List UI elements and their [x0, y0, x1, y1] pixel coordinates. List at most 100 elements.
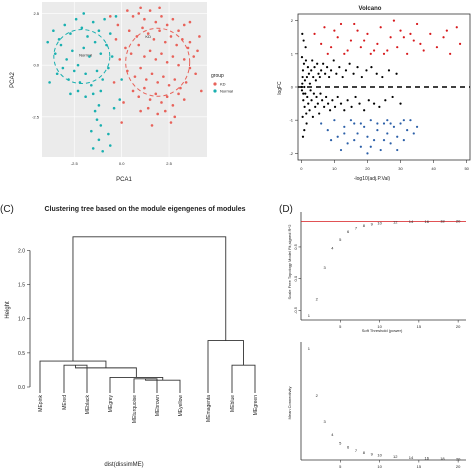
kd-point	[171, 55, 175, 58]
normal-point	[93, 40, 97, 44]
kd-point	[158, 6, 161, 10]
leaf-label: MEyellow	[178, 395, 184, 417]
kd-point	[137, 43, 141, 47]
ns-point	[304, 92, 307, 95]
x-tick-label: 2.5	[166, 161, 172, 166]
kd-point	[200, 89, 203, 93]
normal-point	[52, 29, 55, 33]
down-point	[386, 119, 389, 122]
kd-point	[154, 58, 158, 61]
kd-point	[122, 101, 125, 104]
normal-point	[107, 66, 110, 70]
ns-point	[360, 75, 363, 79]
kd-point	[188, 66, 192, 70]
kd-point	[175, 43, 178, 47]
ns-point	[301, 32, 304, 36]
normal-point	[112, 106, 116, 110]
normal-point	[76, 63, 80, 67]
x-tick-label: 0.0	[119, 161, 125, 166]
power-label: 5	[339, 237, 342, 242]
ns-point	[350, 105, 353, 109]
normal-point	[80, 26, 84, 30]
power-label: 16	[424, 219, 429, 224]
kd-point	[169, 121, 173, 124]
normal-point	[63, 23, 67, 27]
up-point	[409, 32, 412, 36]
normal-point	[86, 35, 89, 38]
ns-point	[305, 122, 308, 125]
down-point	[353, 122, 356, 125]
panel-a-points	[46, 6, 203, 153]
up-point	[346, 49, 349, 52]
down-point	[369, 119, 372, 122]
kd-point	[194, 72, 197, 76]
kd-point	[169, 35, 173, 38]
power-label: 1	[308, 313, 311, 318]
kd-point	[116, 23, 120, 27]
ns-point	[370, 65, 373, 69]
ns-point	[318, 112, 321, 115]
kd-point	[146, 106, 150, 110]
ns-point	[348, 62, 351, 65]
ns-point	[303, 105, 306, 109]
down-point	[376, 129, 379, 132]
kd-point	[129, 52, 133, 55]
up-point	[372, 49, 376, 52]
ns-point	[301, 135, 305, 138]
down-point	[396, 148, 399, 152]
panel-c-title: Clustering tree based on the module eige…	[44, 206, 245, 213]
down-point	[389, 142, 392, 145]
kd-point	[139, 109, 142, 113]
x-tick-label: 20	[456, 324, 461, 329]
kd-point	[148, 98, 152, 101]
normal-point	[91, 92, 95, 96]
ns-point	[311, 59, 314, 62]
x-tick-label: 15	[417, 464, 422, 469]
power-label: 9	[371, 451, 374, 456]
down-point	[396, 135, 399, 138]
tree-branch	[207, 340, 244, 393]
kd-point	[160, 101, 163, 104]
normal-point	[97, 138, 101, 142]
down-point	[359, 145, 362, 148]
ns-point	[391, 95, 394, 99]
ns-point	[372, 102, 376, 105]
up-point	[389, 36, 392, 39]
power-label: 6	[347, 229, 350, 234]
kd-ellipse	[125, 27, 191, 97]
ns-point	[308, 82, 312, 85]
up-point	[415, 22, 419, 26]
kd-point	[165, 60, 169, 64]
ns-point	[381, 75, 384, 79]
normal-point	[118, 98, 122, 101]
legend-normal-label: Normal	[220, 89, 233, 94]
down-point	[346, 142, 349, 145]
down-point	[382, 122, 386, 125]
down-point	[376, 122, 379, 125]
leaf-label: MEpink	[38, 395, 44, 412]
power-label: 3	[323, 419, 326, 424]
down-point	[406, 129, 409, 132]
panel-c-ylabel: Height	[5, 301, 11, 319]
y-tick-label: -2	[289, 151, 293, 156]
power-label: 5	[339, 440, 342, 445]
up-point	[366, 32, 369, 36]
ns-point	[318, 75, 321, 79]
kd-point	[177, 63, 180, 67]
normal-point	[103, 17, 106, 21]
ns-point	[378, 105, 381, 109]
up-point	[376, 42, 379, 45]
power-label: 10	[377, 220, 382, 225]
ns-point	[316, 62, 319, 65]
down-point	[366, 152, 369, 155]
ns-point	[319, 92, 322, 95]
up-point	[449, 52, 452, 55]
kd-point	[139, 6, 142, 10]
normal-point	[61, 66, 65, 70]
normal-point	[59, 43, 63, 47]
kd-point	[181, 38, 184, 41]
kd-point	[165, 23, 169, 27]
kd-point	[141, 26, 144, 30]
